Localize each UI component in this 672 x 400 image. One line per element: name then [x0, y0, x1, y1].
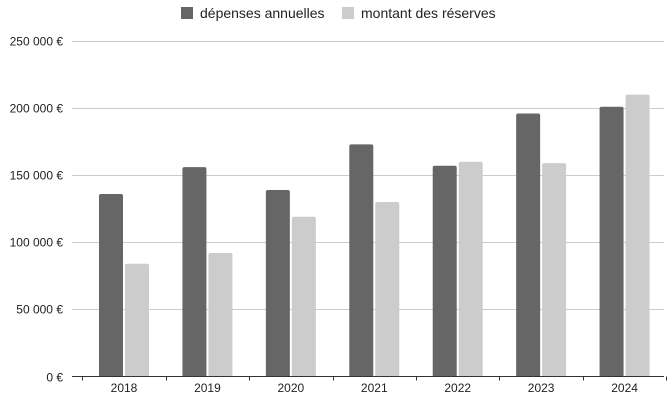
bar-reserves-2020	[291, 216, 316, 377]
y-tick-label: 100 000 €	[10, 236, 64, 250]
bar-reserves-2021	[375, 202, 400, 377]
bar-depenses-2021	[349, 144, 374, 377]
bars	[99, 94, 650, 377]
x-tick-label: 2020	[278, 381, 305, 395]
bar-reserves-2024	[625, 94, 650, 377]
x-tick-label: 2018	[111, 381, 138, 395]
x-tick-label: 2022	[444, 381, 471, 395]
legend-swatch	[342, 7, 354, 19]
y-axis: 0 € 50 000 € 100 000 € 150 000 € 200 000 € 25…	[10, 35, 64, 385]
bar-depenses-2020	[265, 189, 290, 377]
legend-label: montant des réserves	[361, 5, 496, 21]
bar-depenses-2024	[599, 106, 624, 377]
bar-reserves-2019	[208, 253, 233, 377]
bar-depenses-2022	[432, 165, 457, 377]
y-tick-label: 200 000 €	[10, 102, 64, 116]
x-tick-label: 2023	[528, 381, 555, 395]
bar-reserves-2023	[542, 163, 567, 377]
x-tick-label: 2021	[361, 381, 388, 395]
x-axis: 2018 2019 2020 2021 2022 2023 2024	[72, 376, 667, 395]
x-tick-label: 2019	[194, 381, 221, 395]
legend-swatch	[181, 7, 193, 19]
bar-depenses-2023	[516, 113, 541, 377]
y-tick-label: 0 €	[46, 371, 63, 385]
x-tick-label: 2024	[611, 381, 638, 395]
bar-depenses-2018	[99, 193, 123, 377]
legend: dépenses annuelles montant des réserves	[181, 5, 496, 21]
y-tick-label: 150 000 €	[10, 169, 64, 183]
bar-reserves-2018	[125, 263, 149, 377]
bar-depenses-2019	[182, 167, 207, 377]
legend-label: dépenses annuelles	[200, 5, 325, 21]
y-tick-label: 250 000 €	[10, 35, 64, 49]
bar-reserves-2022	[458, 161, 483, 377]
y-tick-label: 50 000 €	[16, 303, 63, 317]
